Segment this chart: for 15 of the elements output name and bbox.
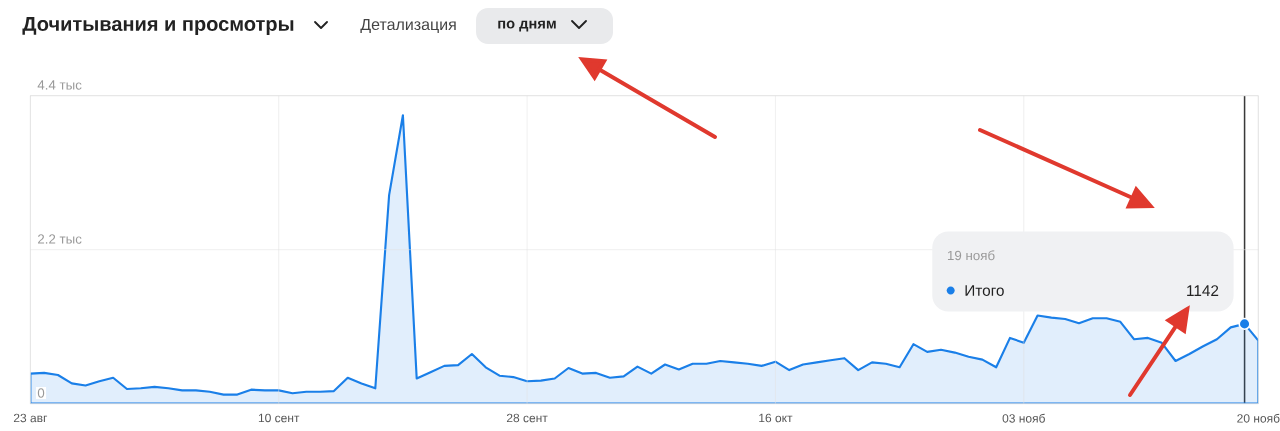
x-tick-label: 03 нояб (1002, 413, 1045, 423)
annotation: 19 нояб (947, 250, 995, 261)
text: по дням (498, 20, 556, 32)
x-tick-label: 23 авг (13, 413, 48, 423)
annotation: 1142 (1187, 285, 1219, 296)
x-tick-label: 20 нояб (1237, 413, 1280, 423)
y-tick-label: 0 (37, 388, 45, 398)
y-tick-label: 2.2 тыс (37, 234, 82, 244)
legend-label: Итого (965, 285, 1004, 296)
x-tick-label: 28 сент (506, 413, 548, 423)
y-tick-label: 4.4 тыс (37, 80, 82, 90)
chart-title: Дочитывания и просмотры (22, 17, 294, 35)
x-tick-label: 16 окт (759, 413, 793, 423)
x-tick-label: 10 сент (258, 413, 300, 423)
text: Детализация (360, 18, 456, 34)
